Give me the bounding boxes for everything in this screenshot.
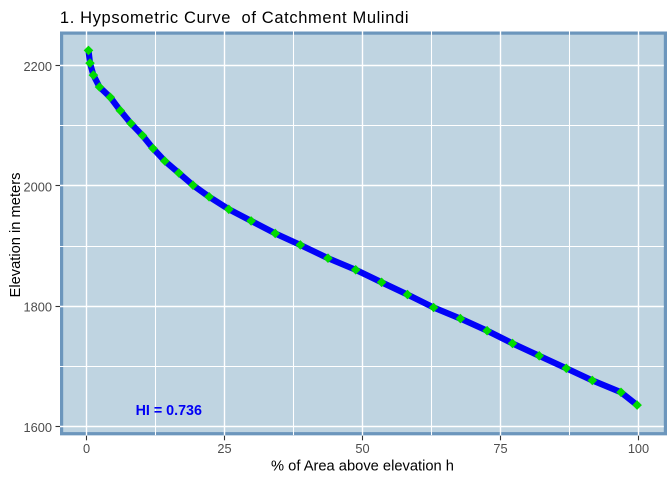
svg-text:2000: 2000 [24, 179, 52, 194]
svg-text:Elevation in meters: Elevation in meters [8, 173, 24, 298]
svg-text:HI = 0.736: HI = 0.736 [136, 403, 202, 419]
svg-text:50: 50 [355, 441, 369, 456]
svg-text:2200: 2200 [24, 59, 52, 74]
svg-text:1. Hypsometric Curve of Catch: 1. Hypsometric Curve of Catchment Mulind… [60, 9, 409, 27]
svg-text:0: 0 [83, 441, 90, 456]
svg-text:75: 75 [493, 441, 507, 456]
svg-text:100: 100 [628, 441, 649, 456]
svg-text:1600: 1600 [24, 420, 52, 435]
svg-text:1800: 1800 [24, 300, 52, 315]
svg-text:% of Area above elevation h: % of Area above elevation h [271, 459, 454, 475]
svg-text:25: 25 [217, 441, 231, 456]
